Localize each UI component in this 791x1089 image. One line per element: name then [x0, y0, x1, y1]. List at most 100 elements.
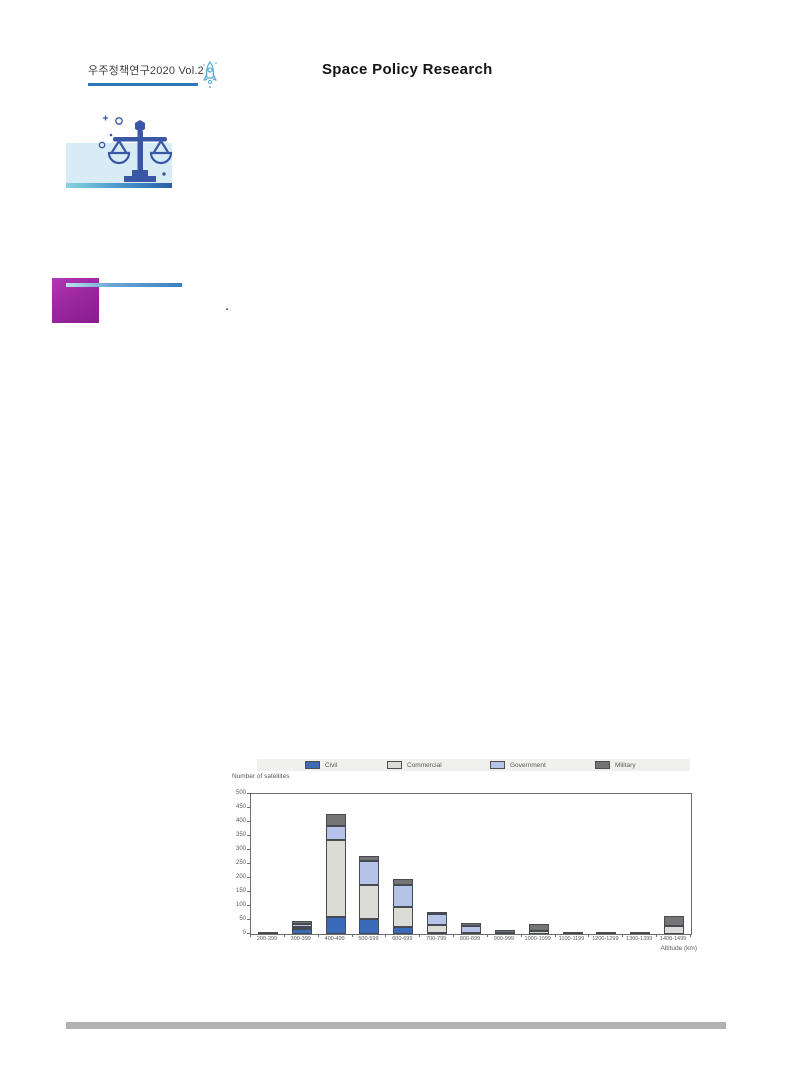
y-axis-tick: [247, 919, 250, 920]
bar-segment-military: [393, 879, 414, 885]
x-axis-tick-label: 1300-1399: [626, 936, 653, 942]
y-axis-tick: [247, 877, 250, 878]
x-axis-tick-label: 700-799: [426, 936, 447, 942]
y-axis-tick-label: 250: [235, 859, 246, 866]
y-axis-tick-label: 450: [235, 803, 246, 810]
y-axis-tick: [247, 891, 250, 892]
y-axis-tick: [247, 821, 250, 822]
y-axis-tick: [247, 933, 250, 934]
x-axis-tick-label: 500-599: [358, 936, 379, 942]
y-axis-tick-label: 300: [235, 845, 246, 852]
y-axis-tick: [247, 835, 250, 836]
legend-item: Government: [490, 761, 546, 769]
y-axis-tick: [247, 793, 250, 794]
y-axis-tick-label: 100: [235, 901, 246, 908]
journal-title-underline: [88, 83, 198, 86]
x-axis-tick-label: 300-399: [290, 936, 311, 942]
x-axis-tick: [317, 934, 319, 937]
bar-segment-government: [325, 825, 346, 841]
bar-segment-civil: [291, 928, 312, 934]
x-axis-tick-label: 1200-1299: [592, 936, 619, 942]
bar-segment-military: [528, 924, 549, 931]
x-axis-tick: [690, 934, 691, 937]
x-axis-tick: [656, 934, 658, 937]
bar-segment-government: [359, 861, 380, 885]
x-axis-tick-label: 400-499: [324, 936, 345, 942]
x-axis-tick: [486, 934, 488, 937]
bar-segment-government: [427, 913, 448, 925]
chart-legend: Civil Commercial Government Military: [257, 759, 690, 771]
legend-item: Military: [595, 761, 636, 769]
x-axis-tick: [283, 934, 285, 937]
y-axis-tick-label: 400: [235, 817, 246, 824]
x-axis-tick: [453, 934, 455, 937]
x-axis-tick: [385, 934, 387, 937]
bar-segment-military: [630, 932, 651, 934]
bar-segment-commercial: [528, 930, 549, 934]
legend-swatch-icon: [595, 761, 610, 769]
bar-segment-civil: [393, 926, 414, 934]
x-axis-tick: [520, 934, 522, 937]
balance-scale-icon: [94, 114, 176, 193]
bar-segment-commercial: [359, 885, 380, 919]
bar-segment-commercial: [393, 906, 414, 927]
page-title: Space Policy Research: [322, 61, 493, 78]
x-axis-tick: [250, 934, 251, 937]
legend-swatch-icon: [387, 761, 402, 769]
section-marker-line: [66, 283, 182, 287]
x-axis-tick-label: 1100-1199: [558, 936, 585, 942]
bar-segment-commercial: [291, 926, 312, 929]
bar-segment-commercial: [664, 925, 685, 934]
y-axis-tick-label: 350: [235, 831, 246, 838]
y-axis-tick-label: 500: [235, 789, 246, 796]
y-axis-tick: [247, 849, 250, 850]
bar-segment-commercial: [325, 840, 346, 917]
y-axis-tick-label: 50: [239, 915, 246, 922]
y-axis-tick: [247, 807, 250, 808]
legend-label: Commercial: [407, 761, 442, 769]
bar-segment-civil: [325, 916, 346, 934]
bar-segment-commercial: [427, 924, 448, 933]
bar-segment-military: [664, 916, 685, 926]
y-axis-tick-label: 0: [242, 929, 246, 936]
x-axis-tick-label: 200-299: [256, 936, 278, 942]
bar-segment-military: [359, 855, 380, 862]
legend-label: Military: [615, 761, 636, 769]
bar-segment-military: [562, 932, 583, 934]
bar-segment-military: [461, 923, 481, 926]
x-axis-tick: [554, 934, 556, 937]
x-axis-tick-label: 900-999: [493, 936, 514, 942]
x-axis-tick: [622, 934, 624, 937]
x-axis-tick: [419, 934, 421, 937]
bar-segment-government: [393, 884, 414, 907]
rocket-icon: [201, 60, 219, 97]
y-axis-tick: [247, 905, 250, 906]
bar-segment-military: [596, 932, 617, 934]
x-axis-tick-label: 600-699: [392, 936, 413, 942]
bar-segment-civil: [359, 918, 380, 934]
legend-label: Civil: [325, 761, 338, 769]
legend-item: Commercial: [387, 761, 442, 769]
chart-plot-area: [250, 793, 692, 935]
x-axis-tick: [588, 934, 590, 937]
bar-segment-government: [461, 925, 481, 933]
bar-segment-military: [291, 921, 312, 924]
legend-swatch-icon: [305, 761, 320, 769]
legend-swatch-icon: [490, 761, 505, 769]
x-axis-tick: [351, 934, 353, 937]
bar-segment-military: [325, 814, 346, 826]
x-axis-tick-label: 1000-1099: [524, 936, 551, 942]
y-axis-tick-label: 200: [235, 873, 246, 880]
footer-divider-bar: [66, 1022, 726, 1029]
hero-gradient-strip: [66, 183, 172, 188]
x-axis-tick-label: 800-899: [459, 936, 481, 942]
bar-segment-government: [291, 923, 312, 927]
x-axis-title: Altitude (km): [660, 945, 697, 952]
bar-segment-military: [427, 911, 448, 914]
y-axis-tick: [247, 863, 250, 864]
bar-segment-military: [257, 932, 278, 934]
legend-item: Civil: [305, 761, 337, 769]
journal-title: 우주정책연구2020 Vol.2: [88, 65, 204, 77]
stray-period-text: .: [225, 297, 230, 314]
